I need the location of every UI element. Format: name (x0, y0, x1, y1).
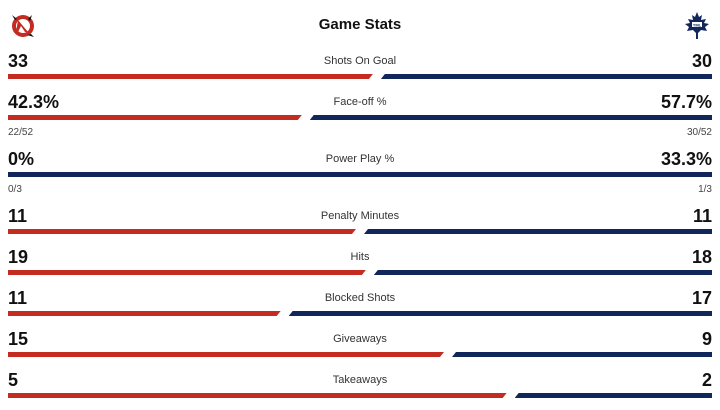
stat-label: Shots On Goal (323, 55, 397, 67)
away-share-bar (8, 172, 712, 177)
away-value: 11 (692, 206, 712, 226)
stat-row: 5 Takeaways 2 (0, 369, 720, 409)
home-value: 19 (8, 247, 29, 267)
stat-row: 11 Penalty Minutes 11 (0, 205, 720, 245)
away-sub-value: 30/52 (686, 127, 712, 138)
away-share-bar (364, 229, 712, 234)
home-value: 5 (8, 370, 19, 390)
stat-row: 19 Hits 18 (0, 246, 720, 286)
home-value: 11 (8, 288, 28, 308)
stat-label: Blocked Shots (324, 292, 396, 304)
away-share-bar (373, 270, 712, 275)
home-value: 0% (8, 149, 35, 169)
home-sub-value: 22/52 (8, 127, 34, 138)
away-share-bar (380, 74, 712, 79)
home-share-bar (8, 352, 444, 357)
away-value: 2 (701, 370, 712, 390)
stat-row: 0% Power Play % 33.3% 0/3 1/3 (0, 148, 720, 195)
home-share-bar (8, 270, 366, 275)
stat-label: Face-off % (333, 96, 387, 108)
away-share-bar (288, 311, 712, 316)
stat-label: Hits (350, 251, 370, 263)
home-value: 33 (8, 51, 29, 71)
away-share-bar (309, 115, 712, 120)
away-value: 17 (691, 288, 712, 308)
away-share-bar (514, 393, 712, 398)
away-value: 9 (701, 329, 712, 349)
home-share-bar (8, 311, 281, 316)
home-share-bar (8, 393, 507, 398)
stat-row: 42.3% Face-off % 57.7% 22/52 30/52 (0, 91, 720, 138)
page-title: Game Stats (318, 16, 402, 33)
away-value: 57.7% (660, 92, 712, 112)
away-share-bar (452, 352, 712, 357)
maple-leafs-logo-icon: TML (685, 12, 709, 39)
stat-label: Power Play % (325, 153, 395, 165)
home-value: 11 (8, 206, 28, 226)
away-value: 33.3% (660, 149, 712, 169)
stat-row: 33 Shots On Goal 30 (0, 50, 720, 90)
away-sub-value: 1/3 (698, 184, 712, 195)
stat-row: 15 Giveaways 9 (0, 328, 720, 368)
header: Game Stats TML (0, 0, 720, 48)
home-sub-value: 0/3 (8, 184, 22, 195)
stat-row: 11 Blocked Shots 17 (0, 287, 720, 327)
stat-label: Penalty Minutes (320, 210, 400, 222)
home-share-bar (8, 229, 356, 234)
away-value: 18 (691, 247, 712, 267)
devils-logo-icon (12, 15, 34, 37)
svg-text:TML: TML (693, 22, 702, 27)
home-share-bar (8, 74, 373, 79)
away-value: 30 (691, 51, 712, 71)
home-value: 15 (8, 329, 29, 349)
stat-label: Giveaways (333, 333, 387, 345)
stat-label: Takeaways (332, 374, 388, 386)
home-value: 42.3% (8, 92, 60, 112)
home-share-bar (8, 115, 302, 120)
